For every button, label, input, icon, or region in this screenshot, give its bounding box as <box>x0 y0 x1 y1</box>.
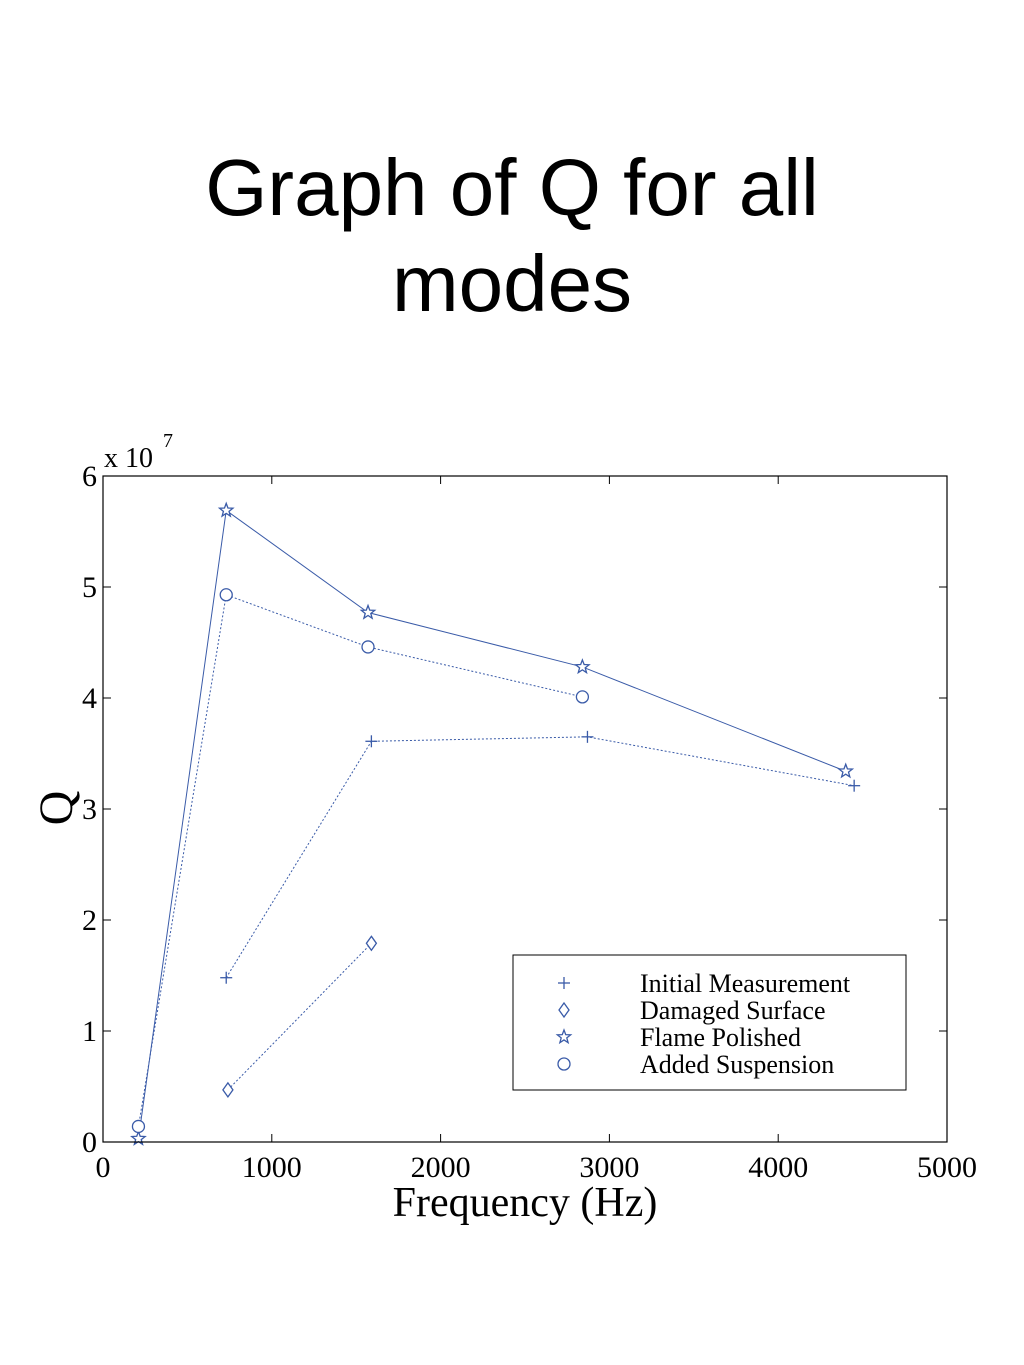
slide-title-line-2: modes <box>391 239 633 328</box>
y-tick-label: 3 <box>82 793 97 826</box>
legend-label: Damaged Surface <box>640 996 826 1025</box>
data-point-circle <box>575 690 590 704</box>
x-tick-label: 2000 <box>411 1151 471 1184</box>
x-tick-label: 5000 <box>917 1151 977 1184</box>
x-tick-label: 0 <box>96 1151 111 1184</box>
y-tick-label: 2 <box>82 904 97 937</box>
y-axis-label: Q <box>30 791 83 826</box>
data-point-star <box>573 658 591 675</box>
legend-box <box>512 954 907 1091</box>
slide-title-line-1: Graph of Q for all <box>205 143 819 232</box>
data-point-star <box>217 501 235 518</box>
data-point-plus <box>220 971 233 984</box>
data-point-star <box>837 762 855 779</box>
data-point-star <box>359 603 377 620</box>
series-line <box>225 736 855 978</box>
y-tick-label: 4 <box>82 682 97 715</box>
y-tick-label: 5 <box>82 571 97 604</box>
series-initial-measurement <box>220 730 861 984</box>
legend-label: Added Suspension <box>640 1050 834 1079</box>
data-point-circle <box>219 588 233 602</box>
legend-marker-circle <box>557 1057 571 1071</box>
legend-marker-star <box>555 1028 573 1045</box>
series-damaged-surface <box>222 935 378 1098</box>
data-point-circle <box>131 1119 146 1134</box>
y-tick-label: 0 <box>82 1126 97 1159</box>
series-added-suspension <box>131 588 590 1134</box>
data-point-diamond <box>365 935 378 952</box>
slide-title: Graph of Q for all modes <box>0 140 1024 332</box>
y-multiplier-exponent: 7 <box>163 430 173 452</box>
x-tick-label: 3000 <box>579 1151 639 1184</box>
data-point-plus <box>848 779 861 792</box>
y-tick-label: 6 <box>82 460 97 493</box>
data-point-circle <box>361 640 375 654</box>
series-layer <box>130 501 861 1146</box>
y-multiplier-label: x 10 <box>104 443 153 474</box>
legend-marker-diamond <box>558 1001 570 1019</box>
series-line <box>137 594 583 1127</box>
x-tick-label: 4000 <box>748 1151 808 1184</box>
legend-label: Initial Measurement <box>640 969 851 998</box>
x-tick-label: 1000 <box>242 1151 302 1184</box>
y-tick-label: 1 <box>82 1015 97 1048</box>
legend-label: Flame Polished <box>640 1023 801 1052</box>
data-point-plus <box>365 735 378 748</box>
data-point-diamond <box>222 1081 234 1098</box>
data-point-plus <box>581 730 594 743</box>
x-axis-label: Frequency (Hz) <box>393 1180 658 1226</box>
legend-marker-plus <box>558 977 570 989</box>
series-line <box>227 942 372 1091</box>
ticks-layer: 0 1000 2000 3000 4000 5000 0 1 2 3 4 5 6 <box>82 460 977 1184</box>
